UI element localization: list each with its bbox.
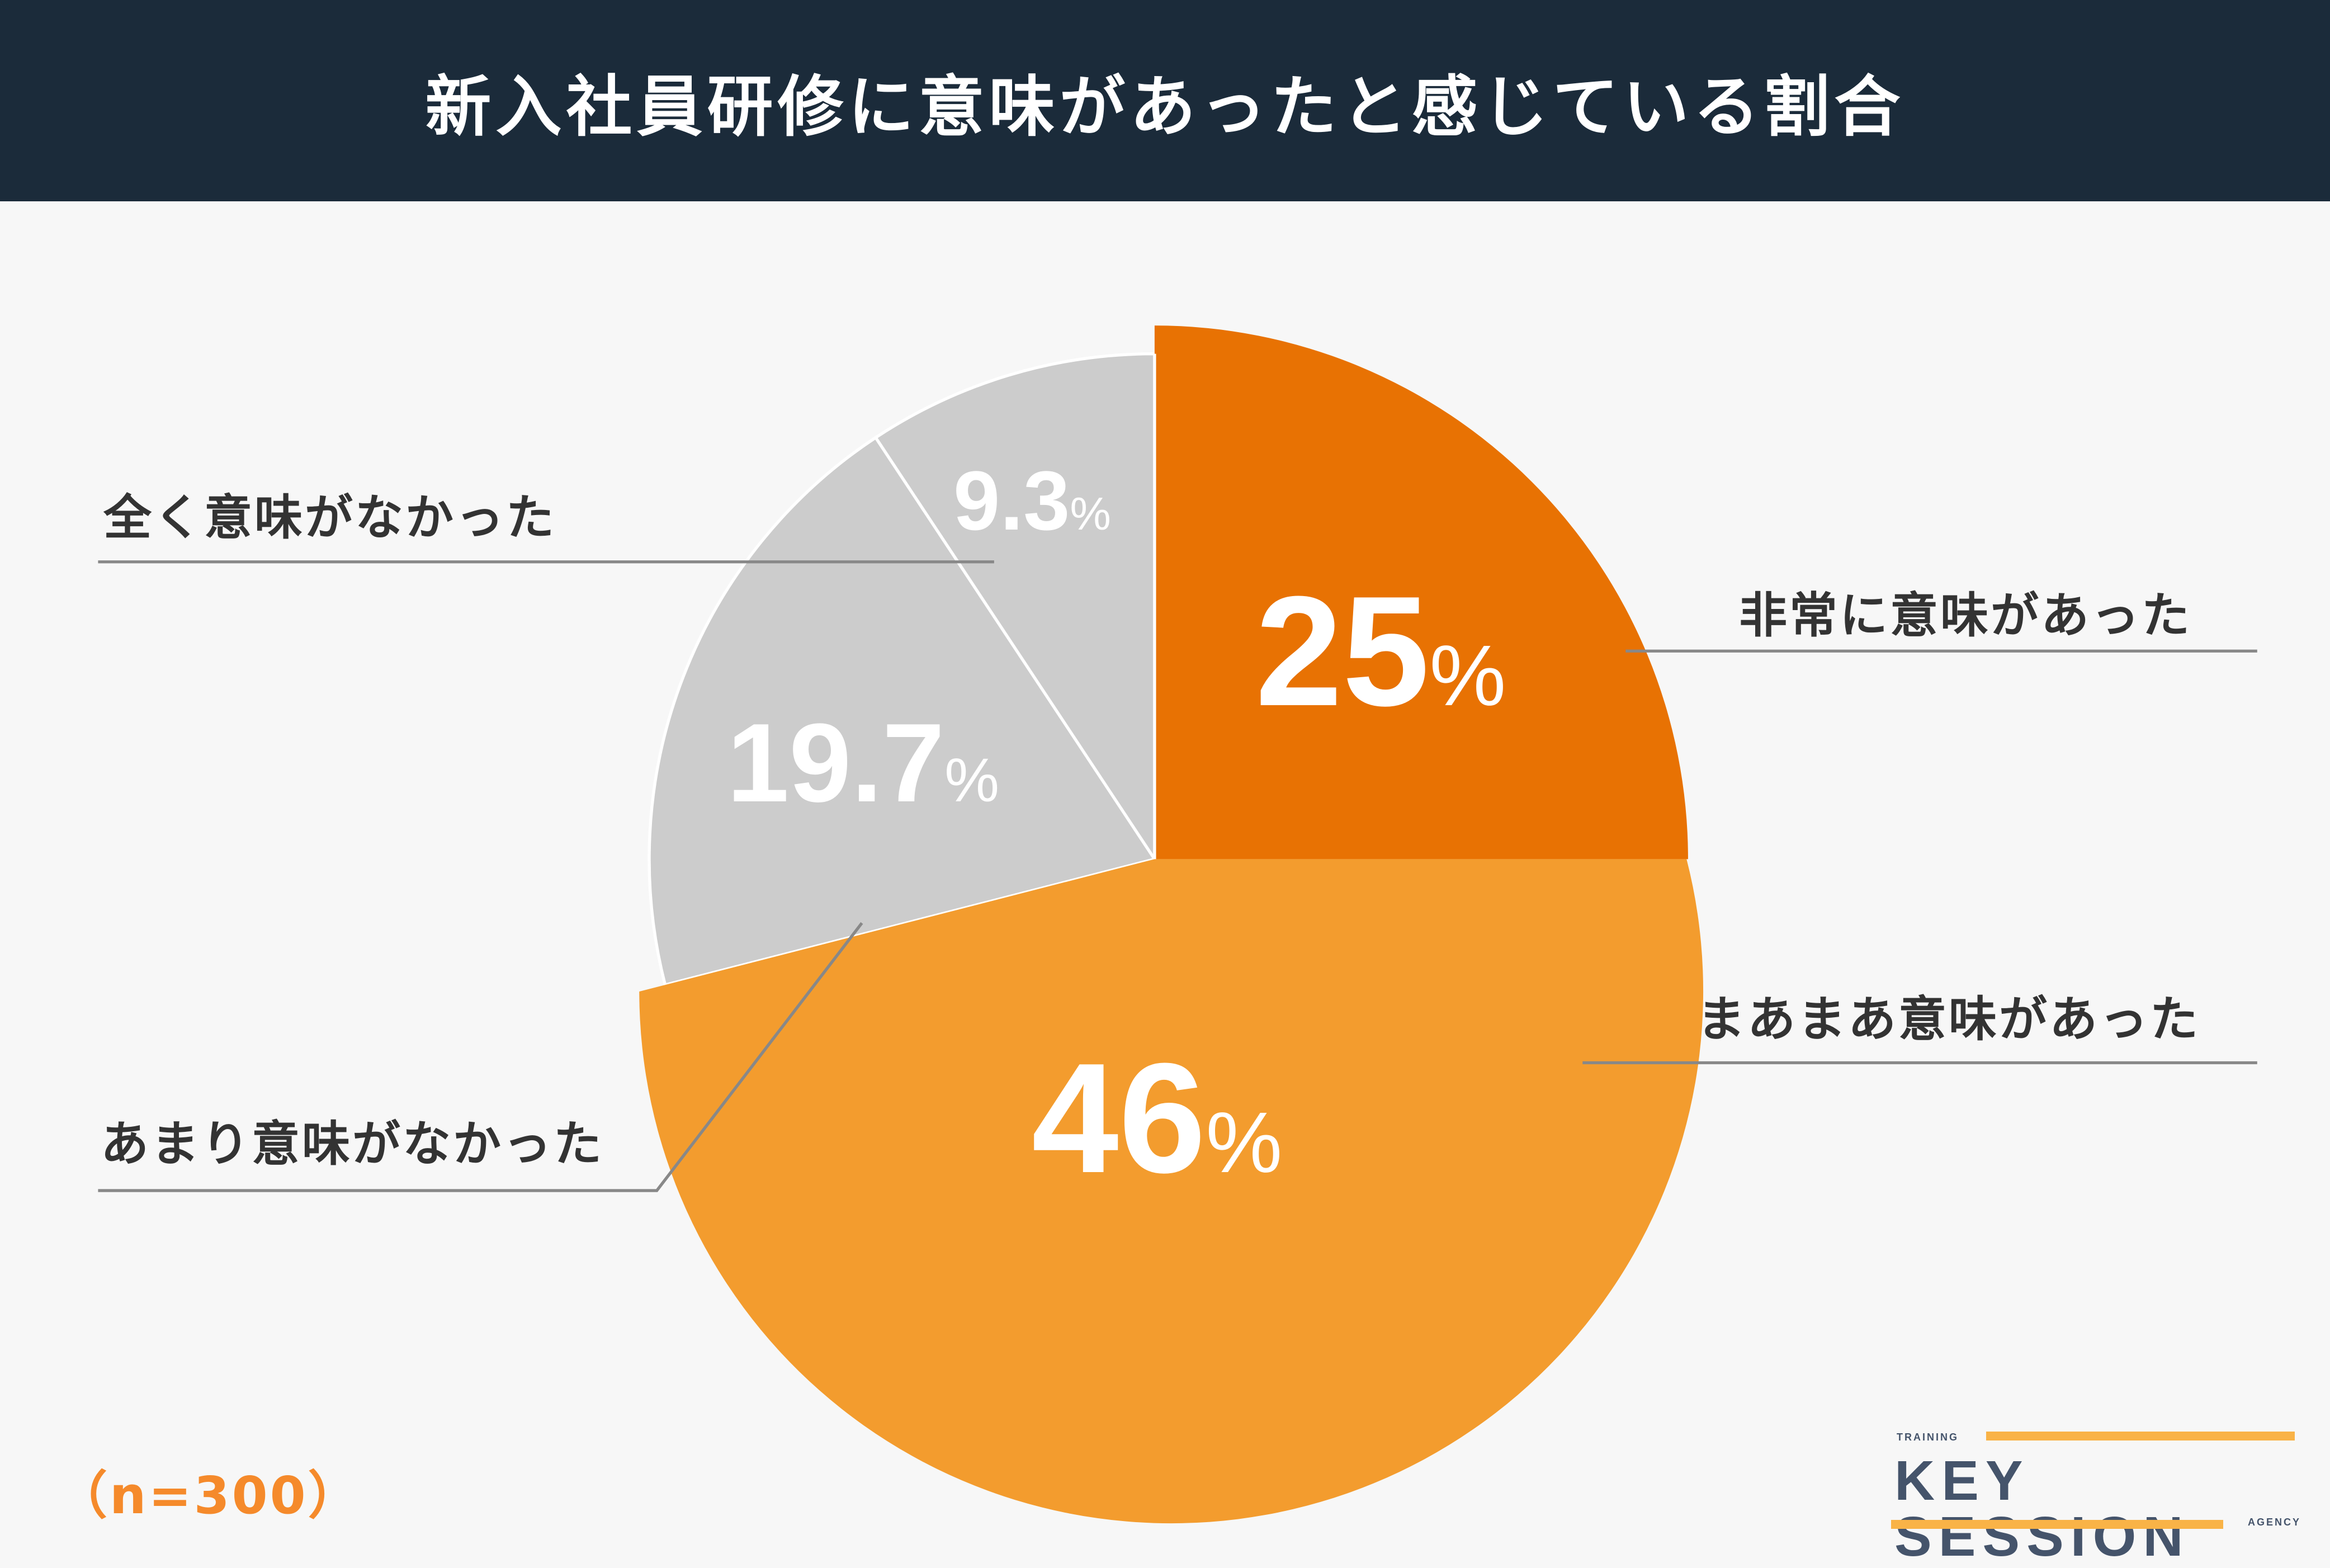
slice-very-meaningful	[1154, 325, 1688, 859]
header-bar: 新入社員研修に意味があったと感じている割合	[0, 0, 2330, 201]
logo-bar-bottom	[1891, 1520, 2223, 1529]
sample-size: （n=300）	[56, 1466, 362, 1526]
pct-not-at-all-meaningful: 9.3%	[953, 454, 1111, 547]
label-somewhat-meaningful: まあまあ意味があった	[1697, 991, 2200, 1047]
slice-not-at-all-meaningful	[873, 352, 1156, 865]
pct-somewhat-meaningful: 46%	[1032, 1031, 1283, 1206]
logo-main-text: KEY SESSION	[1894, 1449, 2190, 1568]
chart-title: 新入社員研修に意味があったと感じている割合	[425, 68, 1905, 145]
pct-not-very-meaningful: 19.7%	[727, 701, 1000, 825]
label-very-meaningful: 非常に意味があった	[1739, 588, 2192, 644]
leader-line-not-very-meaningful	[98, 922, 863, 1192]
label-not-at-all-meaningful: 全く意味がなかった	[103, 490, 556, 546]
pct-very-meaningful: 25%	[1255, 564, 1506, 739]
logo-bar-top	[1986, 1432, 2295, 1441]
slice-somewhat-meaningful	[639, 859, 1704, 1524]
key-session-logo: TRAINING KEY SESSION AGENCY	[1890, 1432, 2315, 1565]
label-not-very-meaningful: あまり意味がなかった	[101, 1116, 604, 1172]
logo-training-text: TRAINING	[1897, 1432, 1959, 1443]
slice-not-very-meaningful	[648, 435, 1157, 987]
logo-agency-text: AGENCY	[2248, 1517, 2301, 1528]
